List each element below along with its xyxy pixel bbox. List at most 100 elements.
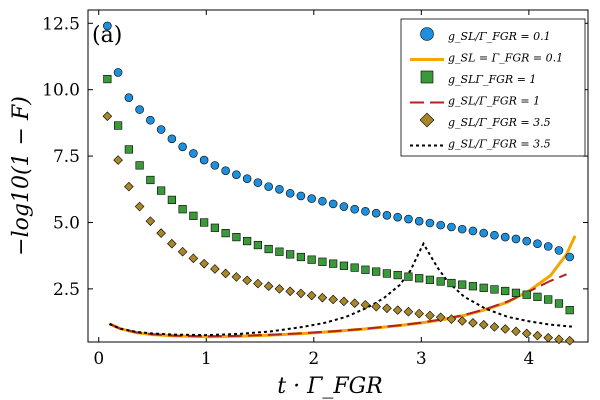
data-point xyxy=(308,256,316,264)
data-point xyxy=(265,183,273,191)
data-point xyxy=(329,200,337,208)
data-point xyxy=(340,203,348,211)
data-point xyxy=(243,237,251,245)
data-point xyxy=(458,225,466,233)
data-point xyxy=(512,289,520,297)
data-point xyxy=(265,245,273,253)
data-point xyxy=(308,195,316,203)
data-point xyxy=(512,235,520,243)
data-point xyxy=(383,270,391,278)
data-point xyxy=(211,224,219,232)
data-point xyxy=(566,306,574,314)
chart: 0 1 2 3 4 2.5 5.0 7.5 10.0 12.5 (a) g_SL/Γ_FGR = … xyxy=(0,0,600,400)
data-point xyxy=(114,68,122,76)
data-point xyxy=(415,274,423,282)
data-point xyxy=(501,287,509,295)
data-point xyxy=(361,207,369,215)
data-point xyxy=(394,213,402,221)
data-point xyxy=(125,94,133,102)
data-point xyxy=(189,149,197,157)
y-tick-label: 5.0 xyxy=(53,213,80,233)
data-point xyxy=(146,116,154,124)
data-point xyxy=(469,282,477,290)
x-tick-label: 4 xyxy=(523,349,534,369)
data-point xyxy=(222,167,230,175)
data-point xyxy=(372,268,380,276)
data-point xyxy=(383,211,391,219)
data-point xyxy=(275,185,283,193)
legend-label: g_SL/Γ_FGR = 3.5 xyxy=(448,116,551,129)
data-point xyxy=(232,171,240,179)
data-point xyxy=(329,260,337,268)
legend-label: g_SL/Γ_FGR = 3.5 xyxy=(448,138,551,151)
data-point xyxy=(448,279,456,287)
data-point xyxy=(534,293,542,301)
data-point xyxy=(254,179,262,187)
data-point xyxy=(544,242,552,250)
data-point xyxy=(544,296,552,304)
data-point xyxy=(179,205,187,213)
data-point xyxy=(297,192,305,200)
data-point xyxy=(147,176,155,184)
data-point xyxy=(168,135,176,143)
data-point xyxy=(490,231,498,239)
x-tick-label: 1 xyxy=(201,349,212,369)
data-point xyxy=(458,281,466,289)
y-tick-label: 2.5 xyxy=(53,280,80,300)
data-point xyxy=(297,253,305,261)
y-tick-label: 12.5 xyxy=(42,14,80,34)
data-point xyxy=(405,273,413,281)
x-tick-label: 0 xyxy=(93,349,104,369)
data-point xyxy=(233,233,241,241)
data-point xyxy=(372,209,380,217)
data-point xyxy=(555,300,563,308)
data-point xyxy=(533,240,541,248)
data-point xyxy=(125,146,133,154)
data-point xyxy=(340,262,348,270)
legend-symbol xyxy=(421,71,433,83)
data-point xyxy=(157,126,165,134)
data-point xyxy=(211,161,219,169)
data-point xyxy=(480,284,488,292)
legend-label: g_SL = Γ_FGR = 0.1 xyxy=(448,52,563,65)
legend-symbol xyxy=(421,28,434,41)
legend: g_SL/Γ_FGR = 0.1g_SL = Γ_FGR = 0.1g_SLΓ_… xyxy=(401,19,585,156)
data-point xyxy=(222,229,230,237)
data-point xyxy=(200,156,208,164)
data-point xyxy=(157,187,165,195)
data-point xyxy=(254,241,262,249)
data-point xyxy=(555,246,563,254)
data-point xyxy=(243,175,251,183)
data-point xyxy=(276,248,284,256)
data-point xyxy=(501,233,509,241)
x-tick-label: 3 xyxy=(416,349,427,369)
data-point xyxy=(523,291,531,299)
y-tick-label: 7.5 xyxy=(53,147,80,167)
data-point xyxy=(179,143,187,151)
x-tick-label: 2 xyxy=(308,349,319,369)
data-point xyxy=(286,251,294,259)
data-point xyxy=(415,217,423,225)
data-point xyxy=(447,223,455,231)
data-point xyxy=(286,189,294,197)
legend-label: g_SLΓ_FGR = 1 xyxy=(448,73,536,86)
data-point xyxy=(351,264,359,272)
data-point xyxy=(394,271,402,279)
data-point xyxy=(114,122,122,130)
data-point xyxy=(469,227,477,235)
x-axis-title: t · Γ_FGR xyxy=(277,374,383,399)
panel-label: (a) xyxy=(92,23,122,48)
data-point xyxy=(200,219,208,227)
y-axis-title: −log10(1 − F) xyxy=(9,96,34,256)
data-point xyxy=(136,162,144,170)
data-point xyxy=(480,229,488,237)
data-point xyxy=(190,212,198,220)
data-point xyxy=(136,106,144,114)
data-point xyxy=(566,253,574,261)
data-point xyxy=(362,266,370,274)
y-tick-label: 10.0 xyxy=(42,81,80,101)
data-point xyxy=(491,286,499,294)
data-point xyxy=(523,237,531,245)
data-point xyxy=(319,258,327,266)
data-point xyxy=(437,221,445,229)
